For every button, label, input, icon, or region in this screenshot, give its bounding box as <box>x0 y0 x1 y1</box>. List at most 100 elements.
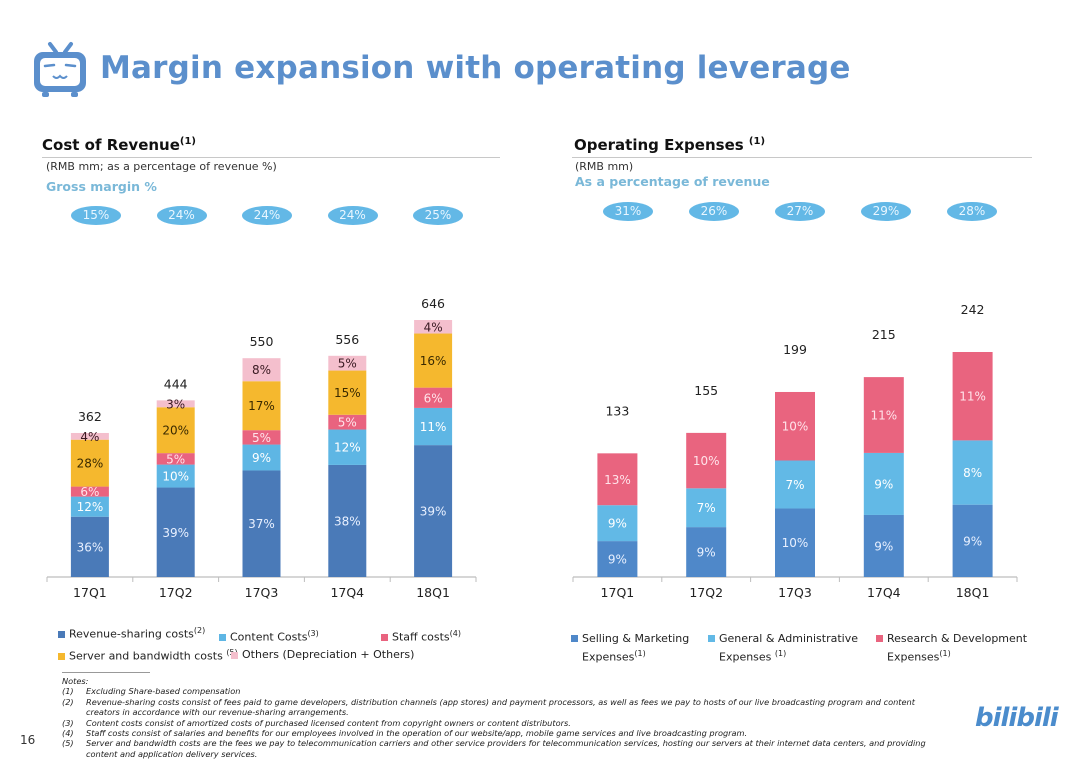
segment-label: 16% <box>420 354 447 368</box>
legend-label: Expenses <box>719 650 772 664</box>
total-label: 199 <box>783 342 807 357</box>
bar-segment <box>863 377 904 453</box>
note-text: Content costs consist of amortized costs… <box>86 717 571 728</box>
note-item: (3) Content costs consist of amortized co… <box>62 718 926 728</box>
bar-segment <box>414 407 453 446</box>
bar-segment <box>686 488 727 528</box>
note-number: (3) <box>62 717 74 728</box>
opex-percentage-pill: 31% <box>603 202 653 221</box>
segment-label: 17% <box>248 399 275 413</box>
light-blue-square-icon <box>219 634 226 642</box>
bar-segment <box>242 358 281 382</box>
bar-segment <box>952 504 993 577</box>
segment-label: 37% <box>248 517 275 531</box>
total-label: 155 <box>694 383 718 398</box>
x-tick-label: 17Q4 <box>330 585 364 600</box>
legend-item-content-costs: Content Costs(3) <box>219 629 319 644</box>
note-number: (5) <box>62 738 74 749</box>
legend-item-others: Others (Depreciation + Others) <box>231 648 414 661</box>
bar-segment <box>597 453 638 506</box>
bilibili-logo: bilibili <box>975 703 1059 733</box>
total-label: 215 <box>872 327 896 342</box>
segment-label: 12% <box>334 441 361 455</box>
blue-square-icon <box>58 631 65 639</box>
segment-label: 10% <box>782 536 809 550</box>
pink-square-icon <box>381 634 388 642</box>
legend-label: Expenses <box>582 650 635 664</box>
bar-segment <box>156 400 195 408</box>
bar-segment <box>863 452 904 515</box>
bar-segment <box>952 440 993 505</box>
bilibili-tv-icon <box>30 40 90 100</box>
segment-label: 5% <box>338 357 357 371</box>
note-item: creators in accordance with our revenue-… <box>62 707 926 717</box>
legend-item-research-development: Research & Development Expenses(1) <box>876 631 1027 665</box>
segment-label: 5% <box>338 416 357 430</box>
legend-label: Expenses <box>887 650 940 664</box>
segment-label: 8% <box>252 363 271 377</box>
bar-segment <box>242 444 281 471</box>
note-text: Excluding Share-based compensation <box>86 686 241 697</box>
operating-expenses-title-text: Operating Expenses <box>574 136 744 154</box>
segment-label: 9% <box>608 517 627 531</box>
legend-label: Research & Development <box>887 632 1028 645</box>
segment-label: 10% <box>162 470 189 484</box>
bar-segment <box>597 505 638 542</box>
cost-of-revenue-unit: (RMB mm; as a percentage of revenue %) <box>46 160 277 173</box>
notes-heading: Notes: <box>62 676 89 686</box>
note-text: content and application delivery service… <box>86 748 258 759</box>
segment-label: 28% <box>77 457 104 471</box>
footnote-marker: (2) <box>193 626 206 635</box>
bar-segment <box>242 430 281 445</box>
note-item: (4) Staff costs consist of salaries and b… <box>62 728 926 738</box>
pink-square-icon <box>876 635 883 642</box>
bar-segment <box>70 516 109 577</box>
x-tick-label: 17Q3 <box>778 585 812 600</box>
opex-percentage-pill: 27% <box>775 202 825 221</box>
note-item: content and application delivery service… <box>62 749 926 759</box>
segment-label: 13% <box>604 473 631 487</box>
segment-label: 10% <box>782 420 809 434</box>
footnote-marker: (1) <box>939 649 951 658</box>
footnote-marker: (4) <box>449 629 462 638</box>
segment-label: 6% <box>424 391 443 405</box>
x-tick-label: 17Q1 <box>73 585 107 600</box>
segment-label: 7% <box>697 501 716 515</box>
legend-label: Others (Depreciation + Others) <box>242 648 415 661</box>
gross-margin-pill: 25% <box>413 206 463 225</box>
x-tick-label: 18Q1 <box>416 585 450 600</box>
gross-margin-pill: 24% <box>327 206 378 225</box>
note-item: (2) Revenue-sharing costs consist of fees… <box>62 697 926 707</box>
segment-label: 36% <box>77 540 104 554</box>
note-text: creators in accordance with our revenue-… <box>86 707 349 718</box>
total-label: 444 <box>164 376 188 391</box>
segment-label: 9% <box>608 553 627 567</box>
footnote-marker: (1) <box>634 649 646 658</box>
cost-of-revenue-title: Cost of Revenue(1) <box>42 136 196 154</box>
segment-label: 15% <box>334 386 361 400</box>
bar-segment <box>156 464 195 488</box>
operating-expenses-unit: (RMB mm) <box>575 160 634 173</box>
bar-segment <box>597 541 638 577</box>
bar-segment <box>775 508 815 577</box>
bar-segment <box>414 333 453 388</box>
bar-segment <box>328 370 367 415</box>
note-number: (1) <box>62 686 74 697</box>
segment-label: 12% <box>77 500 104 514</box>
segment-label: 11% <box>420 420 447 434</box>
note-number <box>62 749 86 759</box>
total-label: 646 <box>421 296 445 311</box>
bar-segment <box>775 460 815 509</box>
x-tick-label: 17Q4 <box>867 585 901 600</box>
bar-segment <box>775 391 815 461</box>
legend-item-selling-marketing: Selling & Marketing Expenses(1) <box>571 631 689 665</box>
bar-segment <box>328 464 367 577</box>
section-divider <box>572 157 1032 158</box>
note-text: Staff costs consist of salaries and bene… <box>86 728 748 739</box>
page-title: Margin expansion with operating leverage <box>100 50 851 86</box>
legend-label: General & Administrative <box>719 632 858 645</box>
segment-label: 39% <box>420 505 447 519</box>
segment-label: 3% <box>166 397 185 411</box>
opex-percentage-pill: 26% <box>689 202 739 221</box>
gross-margin-pill: 24% <box>242 206 292 225</box>
